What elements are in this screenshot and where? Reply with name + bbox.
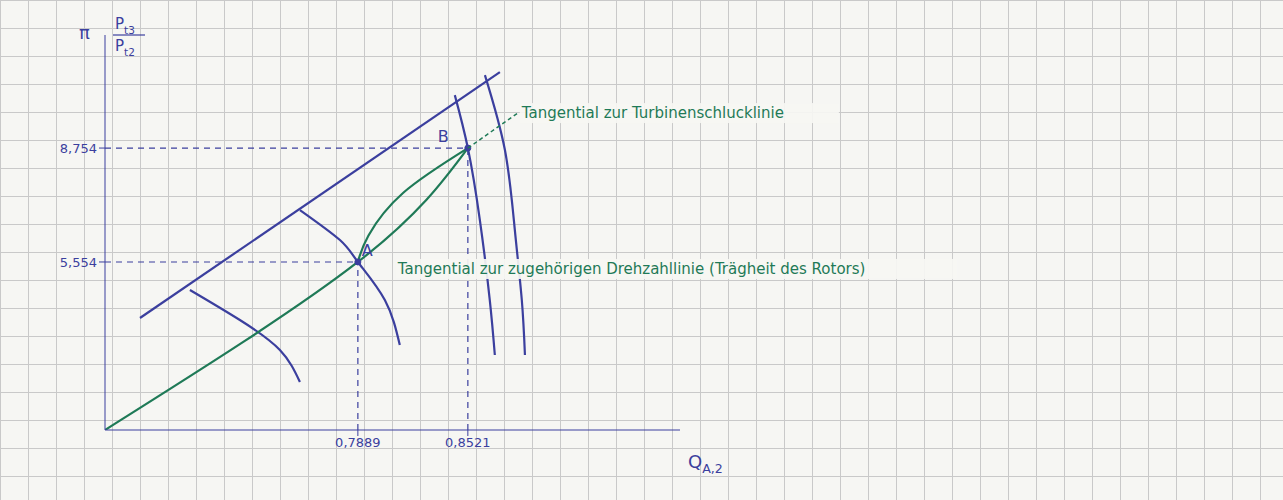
- svg-text:QA,2: QA,2: [688, 451, 723, 476]
- svg-text:Tangential zur zugehörigen Dre: Tangential zur zugehörigen Drehzahllinie…: [397, 260, 866, 278]
- svg-text:0,8521: 0,8521: [445, 435, 491, 450]
- svg-text:π: π: [79, 22, 90, 43]
- svg-text:B: B: [438, 127, 449, 146]
- svg-text:0,7889: 0,7889: [335, 435, 381, 450]
- svg-text:5,554: 5,554: [60, 255, 97, 270]
- svg-text:8,754: 8,754: [60, 141, 97, 156]
- svg-text:Pt3: Pt3: [115, 15, 135, 36]
- svg-text:A: A: [362, 241, 373, 260]
- svg-text:Tangential zur Turbinenschluck: Tangential zur Turbinenschlucklinie: [521, 104, 784, 122]
- svg-text:Pt2: Pt2: [115, 37, 135, 58]
